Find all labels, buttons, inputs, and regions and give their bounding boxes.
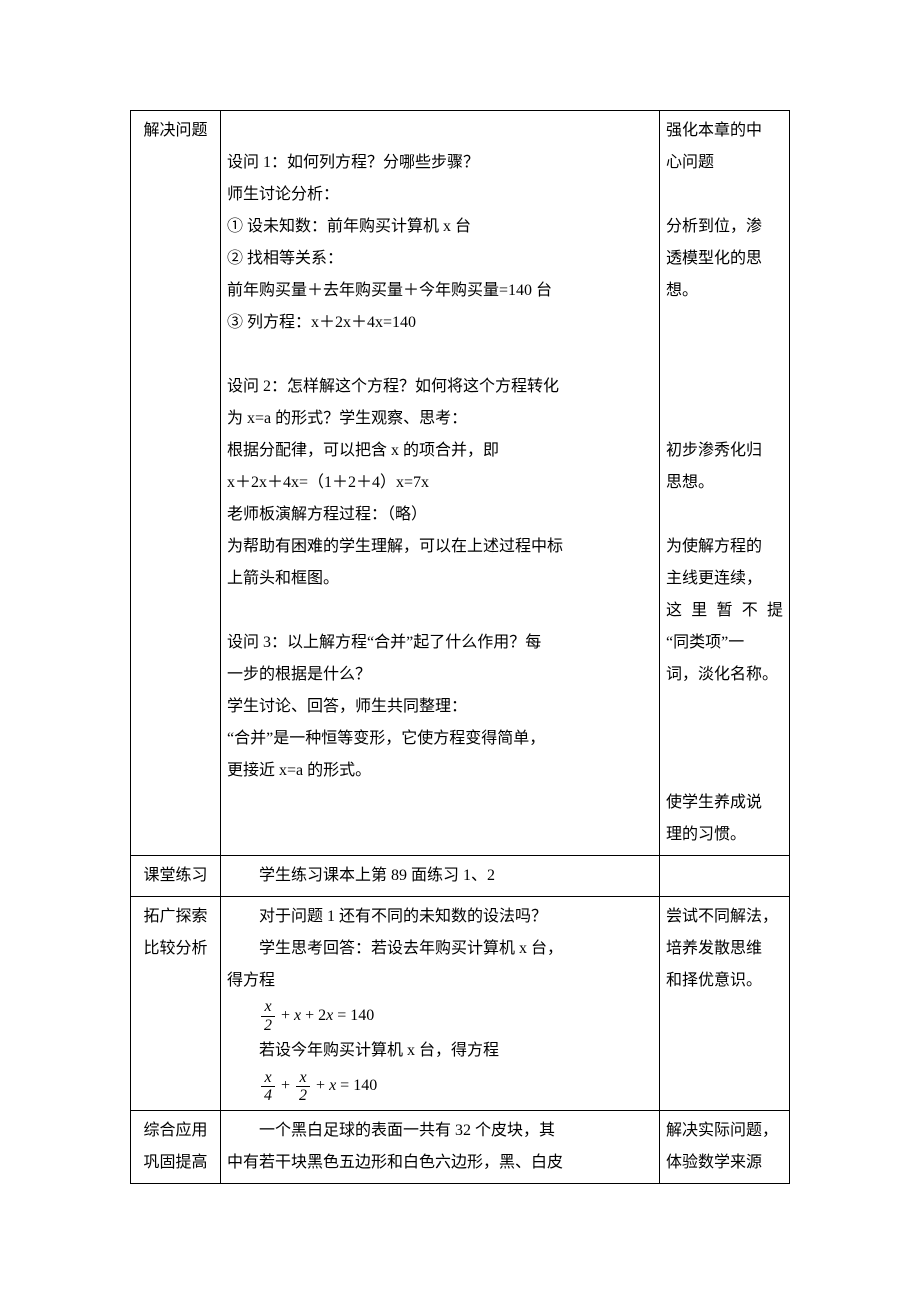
row-label: 拓广探索 比较分析 [131, 897, 221, 1111]
question-1: 设问 1：如何列方程？分哪些步骤？ [227, 147, 653, 179]
fraction: x2 [296, 1069, 310, 1105]
note-4d: “同类项”一 [666, 627, 783, 659]
label-line-a: 拓广探索 [137, 901, 214, 933]
table-row: 解决问题 设问 1：如何列方程？分哪些步骤？ 师生讨论分析： ① 设未知数：前年… [131, 111, 790, 856]
row-content: 对于问题 1 还有不同的未知数的设法吗？ 学生思考回答：若设去年购买计算机 x … [221, 897, 660, 1111]
row-note: 解决实际问题， 体验数学来源 [660, 1110, 790, 1183]
label-text: 课堂练习 [143, 867, 207, 884]
row-label: 课堂练习 [131, 856, 221, 897]
line-1: 一个黑白足球的表面一共有 32 个皮块，其 [227, 1115, 653, 1147]
line-3: 得方程 [227, 965, 653, 997]
line-4: 若设今年购买计算机 x 台，得方程 [227, 1035, 653, 1067]
step-2b: 前年购买量＋去年购买量＋今年购买量=140 台 [227, 275, 653, 307]
row-note: 尝试不同解法， 培养发散思维 和择优意识。 [660, 897, 790, 1111]
note-2c: 想。 [666, 275, 783, 307]
row-note [660, 856, 790, 897]
note-line: 解决实际问题， [666, 1115, 783, 1147]
page: 解决问题 设问 1：如何列方程？分哪些步骤？ 师生讨论分析： ① 设未知数：前年… [0, 0, 920, 1244]
question-3b: 一步的根据是什么？ [227, 659, 653, 691]
label-line-b: 比较分析 [137, 933, 214, 965]
note-3a: 初步渗秀化归 [666, 435, 783, 467]
note-line: 体验数学来源 [666, 1147, 783, 1179]
note-2a: 分析到位，渗 [666, 211, 783, 243]
question-2b: 为 x=a 的形式？学生观察、思考： [227, 403, 653, 435]
note-line: 和择优意识。 [666, 965, 783, 997]
row-content: 设问 1：如何列方程？分哪些步骤？ 师生讨论分析： ① 设未知数：前年购买计算机… [221, 111, 660, 856]
help-1: 为帮助有困难的学生理解，可以在上述过程中标 [227, 531, 653, 563]
note-2b: 透模型化的思 [666, 243, 783, 275]
equation-2: x4 + x2 + x = 140 [227, 1067, 653, 1105]
fraction: x4 [261, 1069, 275, 1105]
note-4c: 这里暂不提 [666, 595, 783, 627]
row-label: 综合应用 巩固提高 [131, 1110, 221, 1183]
note-4e: 词，淡化名称。 [666, 659, 783, 691]
table-row: 综合应用 巩固提高 一个黑白足球的表面一共有 32 个皮块，其 中有若干块黑色五… [131, 1110, 790, 1183]
note-4a: 为使解方程的 [666, 531, 783, 563]
note-1b: 心问题 [666, 147, 783, 179]
note-5b: 理的习惯。 [666, 819, 783, 851]
step-2: ② 找相等关系： [227, 243, 653, 275]
lesson-table: 解决问题 设问 1：如何列方程？分哪些步骤？ 师生讨论分析： ① 设未知数：前年… [130, 110, 790, 1184]
discussion-2: 学生讨论、回答，师生共同整理： [227, 691, 653, 723]
note-1a: 强化本章的中 [666, 115, 783, 147]
question-2a: 设问 2：怎样解这个方程？如何将这个方程转化 [227, 371, 653, 403]
row-content: 学生练习课本上第 89 面练习 1、2 [221, 856, 660, 897]
label-line-b: 巩固提高 [137, 1147, 214, 1179]
equation-1: x2 + x + 2x = 140 [227, 997, 653, 1035]
line-1: 对于问题 1 还有不同的未知数的设法吗？ [227, 901, 653, 933]
note-4b: 主线更连续， [666, 563, 783, 595]
row-label: 解决问题 [131, 111, 221, 856]
row-content: 一个黑白足球的表面一共有 32 个皮块，其 中有若干块黑色五边形和白色六边形，黑… [221, 1110, 660, 1183]
fraction: x2 [261, 998, 275, 1034]
label-text: 解决问题 [143, 122, 207, 139]
teacher-demo: 老师板演解方程过程：（略） [227, 499, 653, 531]
practice-text: 学生练习课本上第 89 面练习 1、2 [227, 860, 653, 892]
row-note: 强化本章的中 心问题 分析到位，渗 透模型化的思 想。 初步渗秀化归 思想。 为… [660, 111, 790, 856]
merge-1: 根据分配律，可以把含 x 的项合并，即 [227, 435, 653, 467]
note-5a: 使学生养成说 [666, 787, 783, 819]
answer-1: “合并”是一种恒等变形，它使方程变得简单， [227, 723, 653, 755]
line-2: 学生思考回答：若设去年购买计算机 x 台， [227, 933, 653, 965]
answer-2: 更接近 x=a 的形式。 [227, 755, 653, 787]
label-line-a: 综合应用 [137, 1115, 214, 1147]
merge-2: x＋2x＋4x=（1＋2＋4）x=7x [227, 467, 653, 499]
note-line: 尝试不同解法， [666, 901, 783, 933]
note-3b: 思想。 [666, 467, 783, 499]
note-line: 培养发散思维 [666, 933, 783, 965]
table-row: 课堂练习 学生练习课本上第 89 面练习 1、2 [131, 856, 790, 897]
question-3a: 设问 3：以上解方程“合并”起了什么作用？每 [227, 627, 653, 659]
line-2: 中有若干块黑色五边形和白色六边形，黑、白皮 [227, 1147, 653, 1179]
step-1: ① 设未知数：前年购买计算机 x 台 [227, 211, 653, 243]
step-3: ③ 列方程：x＋2x＋4x=140 [227, 307, 653, 339]
table-row: 拓广探索 比较分析 对于问题 1 还有不同的未知数的设法吗？ 学生思考回答：若设… [131, 897, 790, 1111]
discussion-intro: 师生讨论分析： [227, 179, 653, 211]
help-2: 上箭头和框图。 [227, 563, 653, 595]
